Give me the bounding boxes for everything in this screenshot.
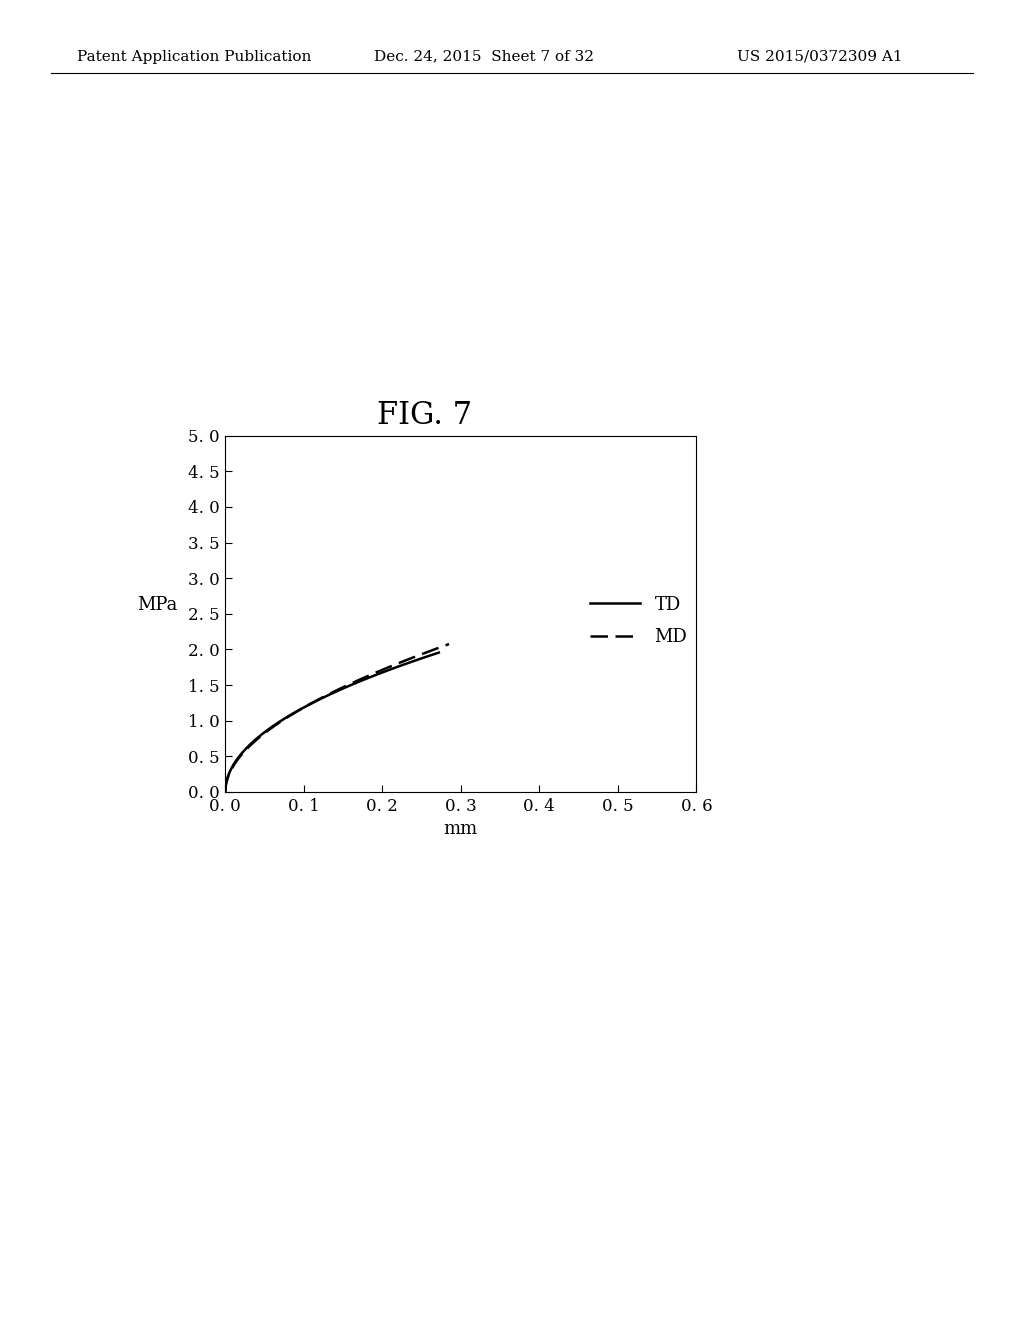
Text: Patent Application Publication: Patent Application Publication (77, 50, 311, 63)
MD (219, 784, 231, 800)
MD (246, 735, 258, 751)
TD (245, 735, 257, 751)
Y-axis label: MPa: MPa (137, 595, 177, 614)
TD (289, 705, 301, 721)
TD (219, 784, 231, 800)
TD (304, 697, 316, 713)
Text: Dec. 24, 2015  Sheet 7 of 32: Dec. 24, 2015 Sheet 7 of 32 (374, 50, 594, 63)
Line: MD: MD (225, 644, 449, 792)
Text: US 2015/0372309 A1: US 2015/0372309 A1 (737, 50, 903, 63)
MD (442, 636, 455, 652)
Text: FIG. 7: FIG. 7 (378, 400, 472, 432)
MD (292, 702, 304, 718)
TD (374, 665, 386, 681)
MD (308, 694, 321, 710)
MD (359, 669, 372, 685)
TD (375, 665, 387, 681)
TD (433, 644, 445, 660)
Line: TD: TD (225, 652, 439, 792)
Legend: TD, MD: TD, MD (590, 595, 687, 647)
MD (381, 660, 393, 676)
TD (353, 673, 366, 689)
X-axis label: mm: mm (443, 820, 478, 838)
MD (382, 660, 394, 676)
